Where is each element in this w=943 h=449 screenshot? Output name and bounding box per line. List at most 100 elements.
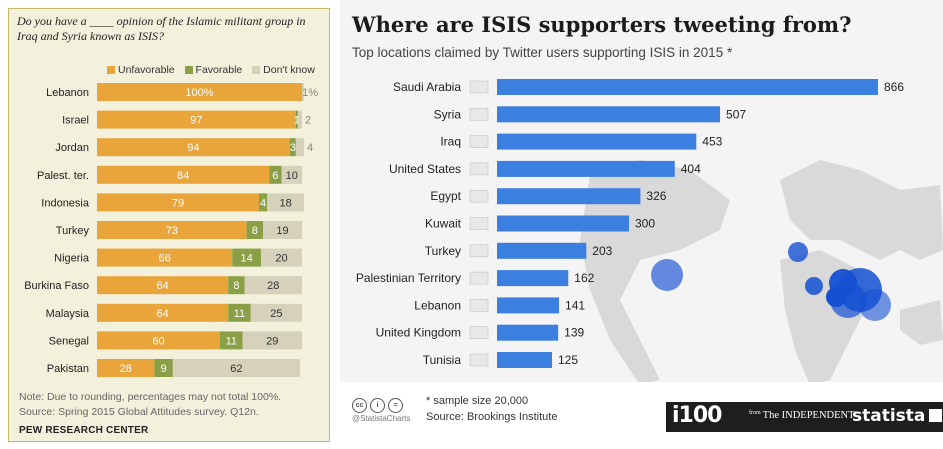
no-derivatives-icon: = bbox=[388, 398, 403, 413]
sample-size-note: * sample size 20,000 bbox=[426, 395, 529, 407]
pew-category-label: Jordan bbox=[55, 142, 89, 154]
pew-data-label: 2 bbox=[305, 115, 311, 127]
pew-bar-dont-know bbox=[242, 331, 302, 350]
statista-category-label: Tunisia bbox=[423, 353, 462, 367]
pew-category-label: Israel bbox=[62, 115, 89, 127]
pew-question: Do you have a ____ opinion of the Islami… bbox=[17, 14, 306, 43]
pew-source: Source: Spring 2015 Global Attitudes sur… bbox=[19, 406, 259, 418]
country-flag-icon bbox=[469, 271, 489, 285]
pew-bar-dont-know bbox=[267, 193, 305, 212]
statista-bar bbox=[497, 133, 697, 150]
pew-category-label: Pakistan bbox=[47, 363, 89, 375]
map-bubble bbox=[859, 289, 891, 321]
statista-logo-text: statista bbox=[852, 406, 926, 426]
pew-bar-dont-know bbox=[263, 221, 302, 239]
statista-bar bbox=[497, 324, 559, 341]
map-bubble bbox=[805, 277, 823, 295]
pew-category-label: Burkina Faso bbox=[24, 280, 89, 292]
statista-bar bbox=[497, 215, 629, 232]
pew-bar-unfavorable bbox=[97, 83, 302, 101]
pew-category-label: Malaysia bbox=[46, 308, 90, 320]
pew-data-label: 3 bbox=[290, 142, 296, 154]
pew-data-label: 14 bbox=[241, 253, 253, 265]
statista-source: Source: Brookings Institute bbox=[426, 411, 558, 423]
statista-category-label: Kuwait bbox=[425, 217, 462, 231]
statista-bar bbox=[497, 79, 878, 95]
i100-logo-text: i100 bbox=[672, 403, 722, 428]
pew-data-label: 94 bbox=[187, 142, 199, 154]
i100-logo: i100 bbox=[672, 403, 722, 428]
pew-bar-dont-know bbox=[244, 276, 302, 295]
pew-data-label: 79 bbox=[172, 197, 184, 209]
pew-data-label: 60 bbox=[152, 335, 164, 347]
pew-bar-unfavorable bbox=[97, 138, 290, 157]
legend-label-dont-know: Don't know bbox=[263, 64, 315, 76]
pew-data-label: 18 bbox=[279, 197, 291, 209]
pew-data-label: 29 bbox=[266, 335, 278, 347]
legend-dont-know: Don't know bbox=[252, 64, 315, 76]
legend-label-favorable: Favorable bbox=[195, 64, 243, 76]
independent-logo-text: The INDEPENDENT bbox=[762, 410, 855, 421]
pew-bar-unfavorable bbox=[97, 165, 270, 184]
pew-data-label: 66 bbox=[159, 253, 171, 265]
pew-data-label: 28 bbox=[120, 363, 132, 375]
pew-category-label: Lebanon bbox=[46, 87, 89, 99]
pew-data-label: 1 bbox=[294, 115, 300, 127]
legend-label-unfavorable: Unfavorable bbox=[118, 64, 175, 76]
legend-swatch-unfavorable bbox=[107, 66, 115, 74]
pew-bar-favorable bbox=[289, 138, 296, 157]
country-flag-icon bbox=[469, 135, 489, 148]
statista-bar-chart: Saudi Arabia 866 Syria 507 Iraq 453 United Sta… bbox=[356, 79, 943, 385]
pew-data-label: 97 bbox=[190, 115, 202, 127]
statista-value-label: 866 bbox=[884, 80, 904, 94]
attribution-icon: i bbox=[370, 398, 385, 413]
pew-category-label: Turkey bbox=[56, 225, 90, 237]
map-bubble bbox=[651, 259, 683, 291]
pew-bar-favorable bbox=[154, 359, 173, 377]
pew-chart-panel: Do you have a ____ opinion of the Islami… bbox=[8, 8, 330, 442]
statista-category-label: Iraq bbox=[440, 135, 461, 149]
pew-bar-dont-know bbox=[172, 359, 300, 377]
pew-bar-unfavorable bbox=[97, 193, 259, 212]
statista-subtitle: Top locations claimed by Twitter users s… bbox=[352, 45, 733, 60]
pew-data-label: 100% bbox=[185, 87, 213, 99]
pew-data-label: 84 bbox=[177, 170, 189, 182]
statista-footer: cc i = @StatistaCharts * sample size 20,00… bbox=[340, 382, 943, 449]
statista-category-label: Egypt bbox=[430, 189, 461, 203]
pew-bar-favorable bbox=[220, 331, 243, 350]
statista-value-label: 125 bbox=[558, 353, 578, 367]
statista-bar bbox=[497, 297, 560, 314]
pew-data-label: 11 bbox=[226, 335, 237, 347]
brand-from: from bbox=[749, 410, 761, 416]
pew-data-label: 64 bbox=[156, 308, 168, 320]
pew-category-label: Palest. ter. bbox=[37, 170, 89, 182]
pew-bar-favorable bbox=[228, 276, 245, 295]
statista-bar bbox=[497, 106, 721, 123]
map-bubble bbox=[826, 287, 846, 307]
map-australia bbox=[900, 300, 943, 345]
pew-data-label: 6 bbox=[272, 170, 278, 182]
pew-category-label: Nigeria bbox=[54, 253, 90, 265]
pew-data-label: 28 bbox=[267, 280, 279, 292]
pew-category-label: Senegal bbox=[49, 335, 89, 347]
pew-bar-favorable bbox=[232, 248, 261, 267]
pew-bar-unfavorable bbox=[97, 303, 229, 322]
statista-value-label: 507 bbox=[726, 107, 746, 121]
pew-data-label: 8 bbox=[252, 225, 258, 237]
map-bubble bbox=[788, 242, 808, 262]
pew-bar-unfavorable bbox=[97, 276, 229, 295]
country-flag-icon bbox=[469, 326, 489, 339]
pew-category-label: Indonesia bbox=[41, 197, 90, 209]
statista-category-label: Palestinian Territory bbox=[356, 271, 461, 285]
statista-value-label: 162 bbox=[574, 271, 594, 285]
statista-value-label: 139 bbox=[564, 326, 584, 340]
pew-bar-unfavorable bbox=[97, 248, 233, 267]
statista-title: Where are ISIS supporters tweeting from? bbox=[352, 12, 852, 37]
legend-favorable: Favorable bbox=[184, 64, 243, 76]
country-flag-icon bbox=[469, 189, 489, 203]
pew-data-label: 11 bbox=[234, 308, 245, 320]
pew-data-label: 4 bbox=[260, 197, 266, 209]
brand-bar: i100 from The INDEPENDENT statista bbox=[666, 402, 943, 432]
pew-bar-favorable bbox=[269, 165, 282, 184]
